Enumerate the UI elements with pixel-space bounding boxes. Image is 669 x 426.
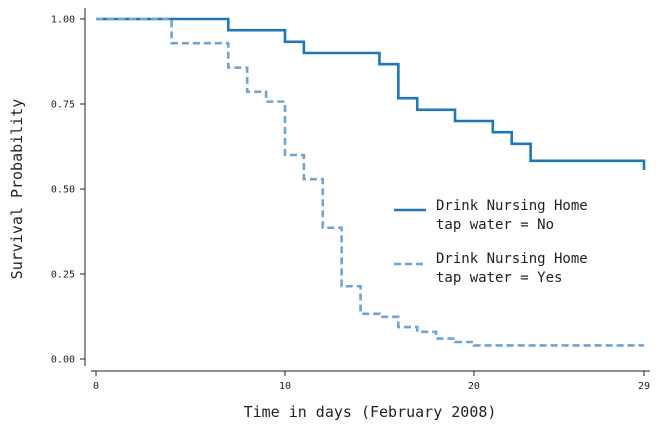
series-line-no [96,17,646,170]
legend: Drink Nursing Home tap water = No Drink Nu… [394,198,588,286]
legend-label-yes: Drink Nursing Home [436,251,588,267]
series-lines [96,17,646,347]
x-axis-title: Time in days (February 2008) [244,403,497,421]
y-axis-title: Survival Probability [8,99,26,280]
y-tick-label: 1.00 [51,15,75,26]
legend-label-no: tap water = No [436,217,554,233]
x-tick-label: 0 [93,381,99,392]
series-line-yes [96,17,644,347]
legend-label-no: Drink Nursing Home [436,198,588,214]
y-tick-label: 0.50 [51,185,75,196]
y-tick-label: 0.25 [51,270,75,281]
axes: 0.00 0.25 0.50 0.75 1.00 0 10 20 29 [51,8,650,392]
x-tick-label: 20 [468,381,480,392]
legend-label-yes: tap water = Yes [436,270,562,286]
x-tick-label: 29 [638,381,650,392]
y-tick-label: 0.75 [51,100,75,111]
x-tick-label: 10 [279,381,291,392]
y-tick-label: 0.00 [51,355,75,366]
